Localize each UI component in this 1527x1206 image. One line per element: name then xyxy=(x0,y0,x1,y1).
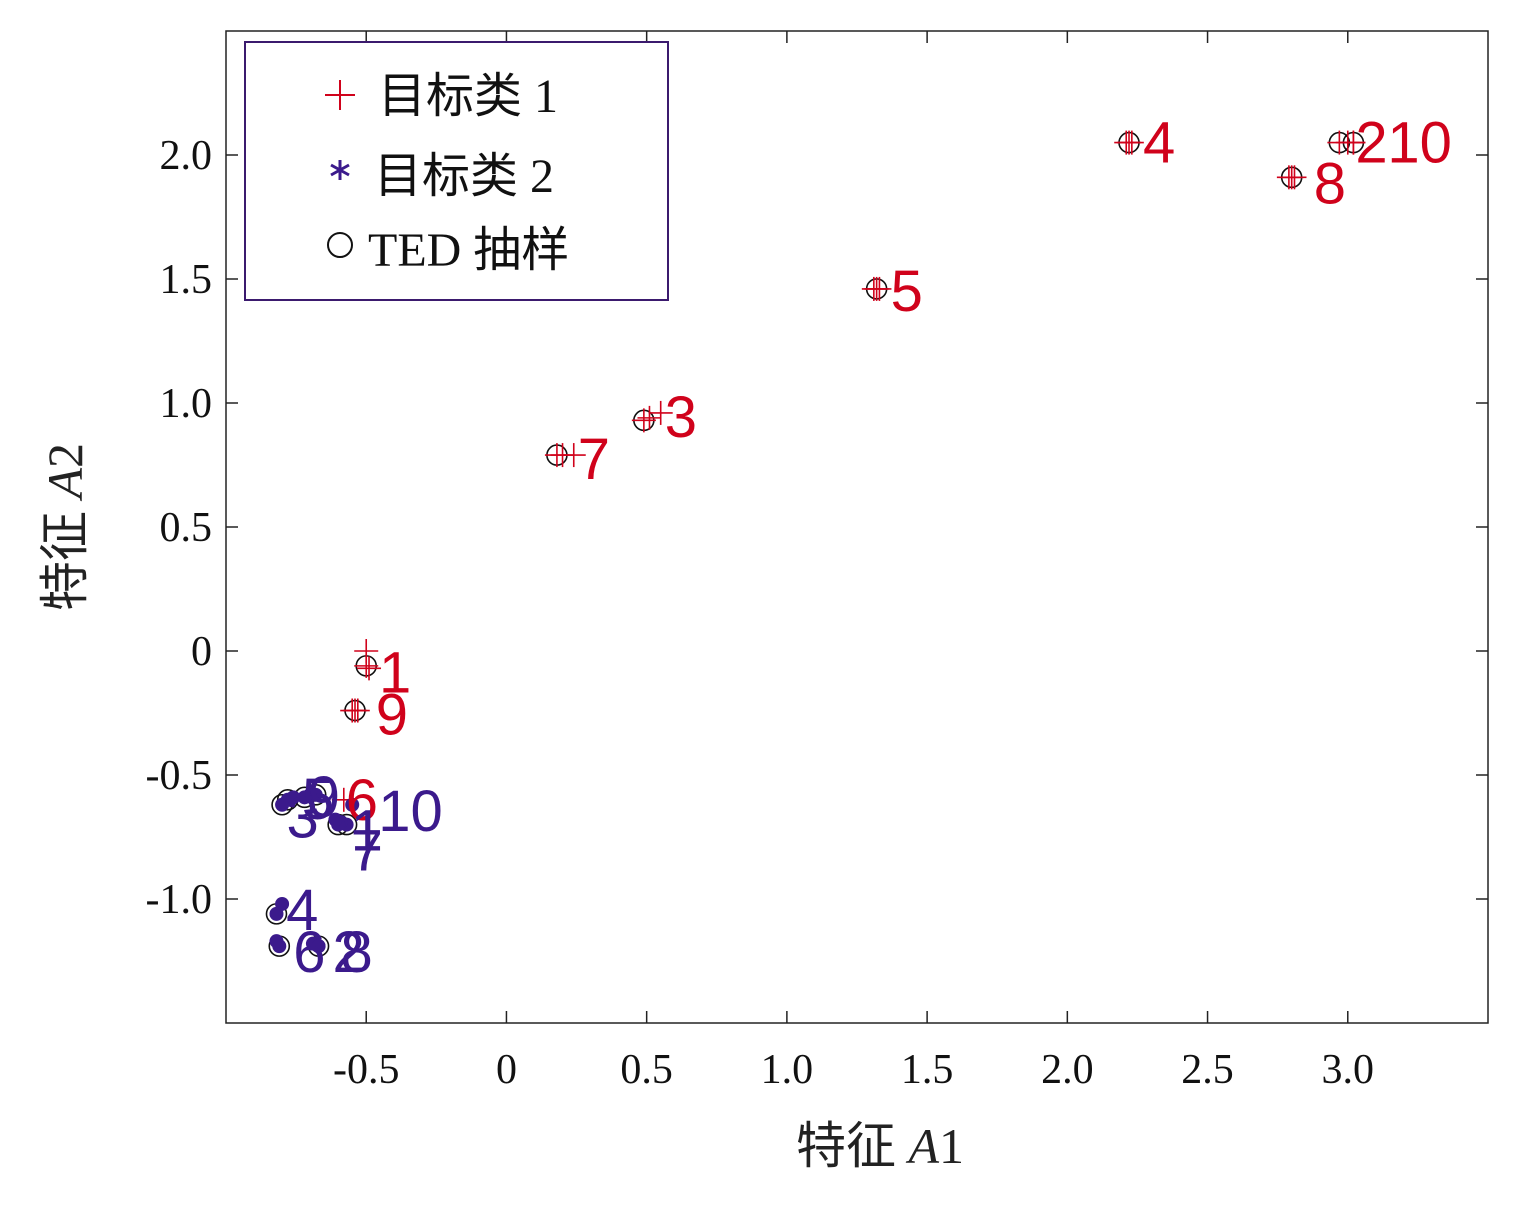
point-label: 9 xyxy=(376,683,408,748)
point-label: 3 xyxy=(287,785,319,850)
point-label: 4 xyxy=(1143,111,1175,176)
star-marker xyxy=(286,790,301,805)
point-label: 9 xyxy=(308,765,340,830)
x-tick-label: 0.5 xyxy=(620,1047,673,1093)
class-markers xyxy=(269,130,1366,954)
plus-marker xyxy=(1341,130,1366,155)
plus-marker xyxy=(637,405,662,430)
plus-marker xyxy=(550,443,575,468)
star-marker xyxy=(311,939,326,954)
point-label: 2 xyxy=(333,920,365,985)
point-label: 6 xyxy=(293,920,325,985)
y-tick-label: -0.5 xyxy=(146,753,213,799)
y-axis-label: 特征 A2 xyxy=(37,443,93,611)
point-label: 10 xyxy=(1387,111,1452,176)
x-tick-label: 0 xyxy=(496,1047,517,1093)
plus-marker xyxy=(648,400,673,425)
legend-box xyxy=(244,41,669,301)
x-axis-ticks: -0.5 0 0.5 1.0 1.5 2.0 2.5 3.0 xyxy=(333,31,1374,1093)
legend-item-class-1: 目标类 1 xyxy=(325,70,558,123)
x-tick-label: 2.5 xyxy=(1181,1047,1234,1093)
y-tick-label: 1.0 xyxy=(160,381,213,427)
y-tick-label: -1.0 xyxy=(146,877,213,923)
x-tick-label: 3.0 xyxy=(1322,1047,1375,1093)
x-tick-label: 2.0 xyxy=(1041,1047,1094,1093)
point-label: 2 xyxy=(1355,111,1387,176)
plus-marker xyxy=(1282,165,1307,190)
circle-marker-icon xyxy=(327,232,353,258)
point-label: 3 xyxy=(665,385,697,450)
plus-marker xyxy=(1119,130,1144,155)
x-tick-label: 1.0 xyxy=(761,1047,814,1093)
x-axis-label: 特征 A1 xyxy=(796,1118,964,1174)
x-tick-label: 1.5 xyxy=(901,1047,954,1093)
legend-label-ted-sample: TED 抽样 xyxy=(368,224,569,277)
legend-label-class-1: 目标类 1 xyxy=(378,70,558,123)
point-label: 7 xyxy=(578,427,610,492)
point-label: 1 xyxy=(351,799,383,864)
point-label: 1 xyxy=(379,640,411,705)
star-marker xyxy=(328,812,343,827)
plus-marker xyxy=(357,656,382,681)
plus-marker xyxy=(867,276,892,301)
point-label: 8 xyxy=(1314,151,1346,216)
y-tick-label: 0.5 xyxy=(160,505,213,551)
point-label: 6 xyxy=(346,768,378,833)
star-marker xyxy=(269,934,284,949)
x-tick-label: -0.5 xyxy=(333,1047,400,1093)
point-label: 5 xyxy=(302,767,334,832)
plus-marker xyxy=(631,408,656,433)
point-label: 8 xyxy=(341,920,373,985)
star-marker xyxy=(275,797,290,812)
plot-area: -0.5 0 0.5 1.0 1.5 2.0 2.5 3.0 -1.0 -0.5 0 0.5 1.0 1… xyxy=(146,30,1489,1093)
point-label: 4 xyxy=(286,878,318,943)
y-tick-label: 1.5 xyxy=(160,257,213,303)
point-label: 7 xyxy=(351,819,383,884)
y-tick-label: 2.0 xyxy=(160,133,213,179)
plus-marker xyxy=(345,698,370,723)
legend-item-ted-sample: TED 抽样 xyxy=(327,224,569,277)
legend: 目标类 1 目标类 2 TED 抽样 xyxy=(244,41,669,301)
legend-item-class-2: 目标类 2 xyxy=(330,150,554,203)
y-tick-label: 0 xyxy=(191,629,212,675)
y-axis-ticks: -1.0 -0.5 0 0.5 1.0 1.5 2.0 xyxy=(146,133,1488,923)
star-marker-icon xyxy=(330,160,350,180)
point-label: 10 xyxy=(378,779,443,844)
star-marker xyxy=(297,790,312,805)
legend-label-class-2: 目标类 2 xyxy=(374,150,554,203)
point-label: 5 xyxy=(891,259,923,324)
plus-marker-icon xyxy=(325,80,355,110)
star-marker xyxy=(275,896,290,911)
star-marker xyxy=(345,797,360,812)
plus-marker xyxy=(354,653,379,678)
star-marker xyxy=(308,787,323,802)
